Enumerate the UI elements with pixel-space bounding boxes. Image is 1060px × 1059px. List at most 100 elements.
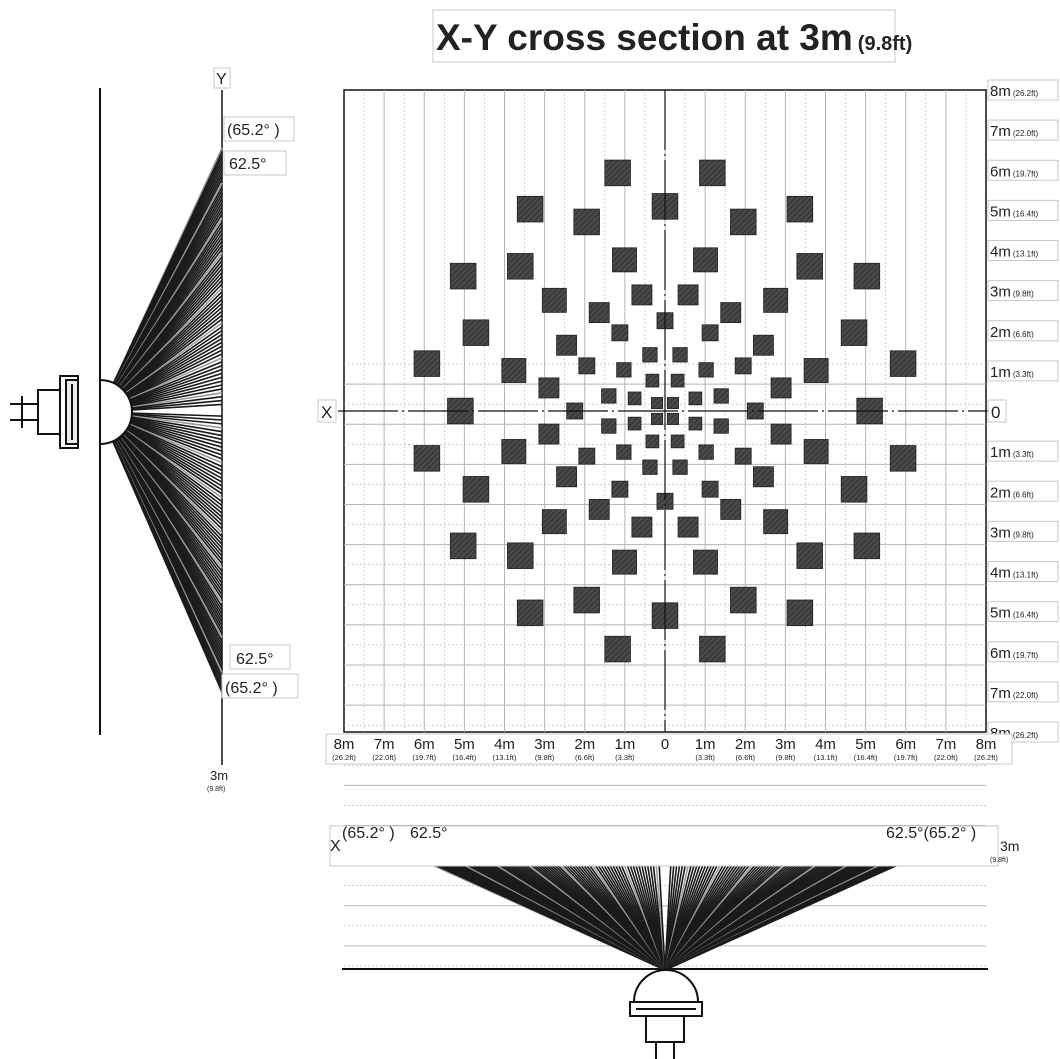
- x-scale-label: 4m: [494, 736, 515, 753]
- detection-zone: [796, 253, 823, 280]
- x-scale-label-ft: (16.4ft): [452, 753, 476, 762]
- sensor-bottom-icon: [629, 969, 703, 1059]
- x-scale-labels: 8m(26.2ft)7m(22.0ft)6m(19.7ft)5m(16.4ft)…: [325, 733, 1013, 765]
- detection-zone: [578, 357, 596, 375]
- y-scale-label-down-2: 2m (6.6ft): [990, 484, 1034, 501]
- x-scale-label-ft: (22.0ft): [934, 753, 958, 762]
- detection-zone: [573, 208, 600, 236]
- detection-zone: [616, 444, 632, 460]
- detection-zone: [730, 208, 757, 236]
- detection-zone: [840, 319, 868, 346]
- detection-zone: [642, 347, 658, 363]
- detection-zone: [642, 459, 658, 475]
- detection-zone: [573, 586, 600, 614]
- detection-zone: [853, 262, 881, 290]
- detection-zone: [588, 498, 610, 520]
- detection-zone: [631, 284, 653, 306]
- x-scale-label: 6m: [895, 736, 916, 753]
- x-scale-label: 3m: [534, 736, 555, 753]
- detection-zone: [672, 459, 688, 475]
- detection-zone: [556, 334, 578, 356]
- detection-zone: [734, 357, 752, 375]
- detection-zone: [601, 388, 617, 404]
- detection-zone: [796, 542, 823, 569]
- y-scale-label-up-2: 2m (6.6ft): [990, 324, 1034, 341]
- x-scale-label: 7m: [935, 736, 956, 753]
- y-scale-label-up-1: 1m (3.3ft): [990, 364, 1034, 381]
- detection-zone: [752, 334, 774, 356]
- side-angle-inner-bottom: 62.5°: [236, 651, 274, 668]
- sensor-side-icon: [10, 375, 133, 449]
- detection-zone: [853, 532, 881, 560]
- y-scale-labels: 8m (26.2ft) 1m (3.3ft) 7m (22.0ft) 2m (6.6ft) 6m…: [987, 79, 1059, 743]
- detection-zone: [672, 347, 688, 363]
- detection-zone: [627, 391, 642, 406]
- bottom-distance: 3m: [1000, 838, 1019, 854]
- x-scale-label-ft: (9.8ft): [776, 753, 796, 762]
- x-scale-label: 5m: [855, 736, 876, 753]
- detection-zone: [631, 516, 653, 538]
- detection-zone: [786, 599, 814, 627]
- title: X-Y cross section at 3m (9.8ft): [432, 9, 912, 63]
- x-scale-label-ft: (3.3ft): [695, 753, 715, 762]
- detection-zone: [651, 397, 664, 410]
- y-scale-label-up-6: 6m (19.7ft): [990, 163, 1039, 180]
- detection-zone: [541, 509, 567, 535]
- detection-zone: [693, 549, 718, 575]
- detection-zone: [501, 439, 527, 464]
- detection-zone: [720, 498, 742, 520]
- y-scale-label-down-5: 5m (16.4ft): [990, 605, 1039, 622]
- x-scale-label: 7m: [374, 736, 395, 753]
- x-axis-label: X: [321, 403, 332, 422]
- x-scale-label-ft: (19.7ft): [412, 753, 436, 762]
- detection-zone: [701, 324, 719, 342]
- detection-zone: [734, 447, 752, 465]
- detection-zone: [770, 423, 792, 445]
- detection-zone: [501, 358, 527, 383]
- bottom-angle-inner-left: 62.5°: [410, 825, 448, 842]
- detection-zone: [541, 287, 567, 313]
- x-scale-label-ft: (6.6ft): [735, 753, 755, 762]
- detection-zone: [601, 418, 617, 434]
- y-scale-label-up-4: 4m (13.1ft): [990, 244, 1039, 261]
- detection-zone: [462, 319, 490, 346]
- side-distance: 3m: [210, 768, 228, 783]
- side-view: Y (65.2° ) 62.5° 62.5° (65.2° ) 3m (9.8f…: [10, 67, 299, 793]
- bottom-x-label: X: [330, 838, 341, 855]
- side-angle-outer-top: (65.2° ): [227, 122, 280, 139]
- x-scale-label: 4m: [815, 736, 836, 753]
- detection-zone: [699, 159, 726, 187]
- x-scale-label-ft: (22.0ft): [372, 753, 396, 762]
- detection-zone: [713, 388, 729, 404]
- x-scale-label: 1m: [695, 736, 716, 753]
- detection-zone: [670, 434, 685, 449]
- detection-zone: [698, 362, 714, 378]
- x-scale-label-ft: (3.3ft): [615, 753, 635, 762]
- detection-zone: [588, 302, 610, 324]
- detection-zone: [462, 476, 490, 503]
- detection-zone: [507, 542, 534, 569]
- x-scale-label-ft: (13.1ft): [814, 753, 838, 762]
- detection-zone: [604, 159, 631, 187]
- detection-zone: [803, 439, 829, 464]
- detection-zone: [803, 358, 829, 383]
- detection-zone: [840, 476, 868, 503]
- detection-zone: [699, 635, 726, 663]
- x-scale-label: 0: [661, 736, 669, 753]
- detection-zone: [449, 532, 477, 560]
- y-scale-label-up-3: 3m (9.8ft): [990, 284, 1034, 301]
- detection-zone: [604, 635, 631, 663]
- detection-zone: [701, 480, 719, 498]
- x-scale-label: 2m: [735, 736, 756, 753]
- detection-zone: [516, 195, 544, 223]
- y-scale-label-up-5: 5m (16.4ft): [990, 203, 1039, 220]
- x-scale-label-ft: (9.8ft): [535, 753, 555, 762]
- x-scale-label: 5m: [454, 736, 475, 753]
- detection-zone: [612, 549, 637, 575]
- bottom-angle-right: 62.5°(65.2° ): [886, 825, 976, 842]
- detection-zone: [752, 466, 774, 488]
- side-angle-inner-top: 62.5°: [229, 156, 267, 173]
- detection-zone: [698, 444, 714, 460]
- detection-zone: [616, 362, 632, 378]
- detection-zone: [449, 262, 477, 290]
